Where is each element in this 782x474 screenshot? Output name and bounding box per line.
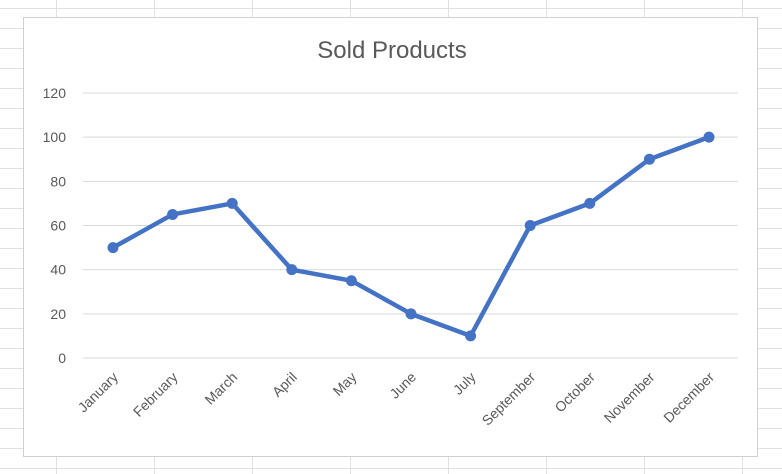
x-tick-label: January: [75, 369, 122, 416]
data-point-march[interactable]: [226, 197, 238, 209]
x-tick-label: June: [386, 369, 419, 402]
x-axis-ticks: January February March April May June July Sept…: [75, 369, 718, 429]
data-point-july[interactable]: [465, 330, 477, 342]
x-tick-label: October: [551, 369, 598, 416]
data-point-september[interactable]: [524, 220, 536, 231]
y-tick-label: 0: [58, 350, 66, 366]
y-axis-ticks: 0 20 40 60 80 100 120: [43, 85, 67, 366]
x-tick-label: September: [479, 369, 539, 429]
x-tick-label: March: [201, 369, 240, 408]
y-tick-label: 80: [50, 173, 66, 189]
data-point-october[interactable]: [584, 197, 596, 209]
series-line: [110, 134, 712, 339]
data-point-june[interactable]: [405, 308, 417, 320]
x-tick-label: December: [660, 369, 717, 426]
x-tick-label: July: [450, 369, 479, 398]
data-point-february[interactable]: [167, 208, 179, 220]
chart-area[interactable]: [23, 17, 758, 457]
y-tick-label: 40: [50, 262, 66, 278]
series-layer: [107, 131, 715, 342]
data-point-november[interactable]: [643, 153, 655, 165]
x-tick-label: May: [330, 369, 360, 399]
y-tick-label: 100: [43, 129, 67, 145]
data-point-april[interactable]: [286, 264, 298, 276]
y-tick-label: 120: [43, 85, 67, 101]
y-tick-label: 20: [50, 306, 66, 322]
data-point-december[interactable]: [703, 131, 715, 143]
x-tick-label: November: [601, 369, 658, 426]
data-point-january[interactable]: [107, 242, 119, 254]
x-tick-label: April: [269, 369, 300, 400]
data-point-may[interactable]: [345, 275, 357, 287]
y-tick-label: 60: [50, 218, 66, 234]
chart-title: Sold Products: [317, 37, 466, 64]
gridlines: [83, 92, 738, 359]
x-tick-label: February: [130, 369, 181, 420]
